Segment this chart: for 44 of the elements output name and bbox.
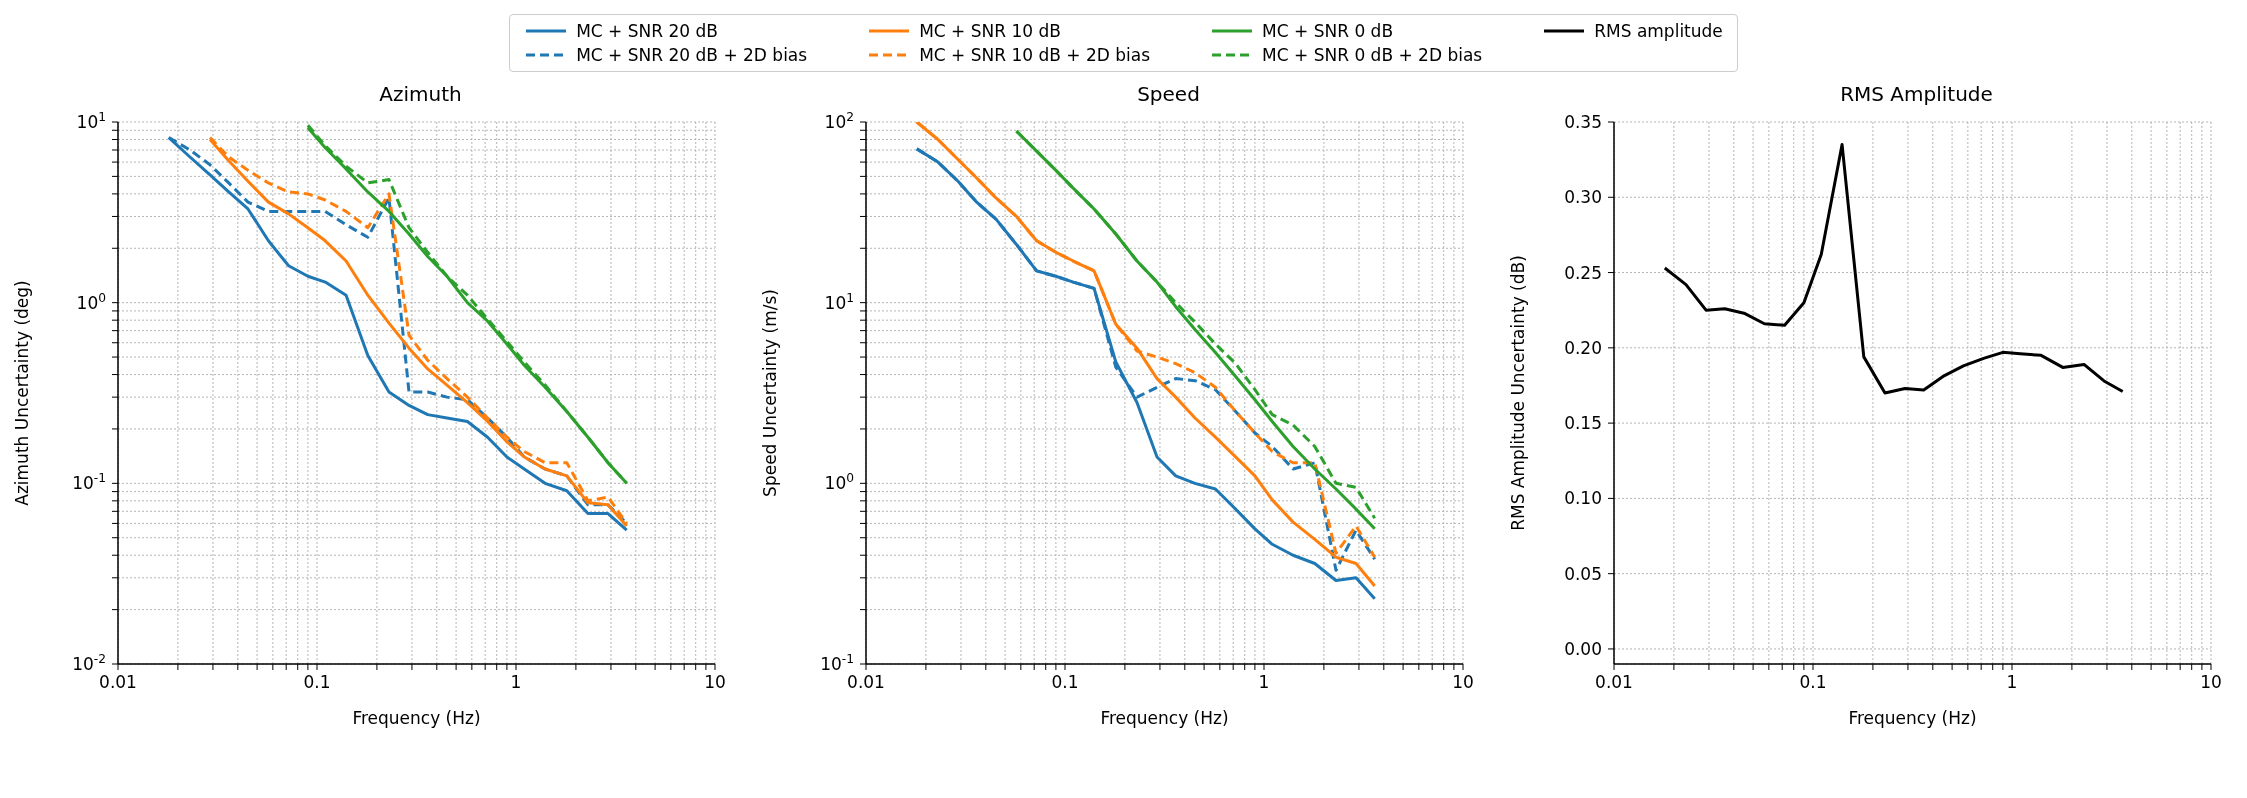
x-tick-label: 0.1 [303,672,331,692]
y-tick-label: 10$^{-2}$ [72,652,106,674]
x-tick-label: 1 [2006,672,2018,692]
chart-title: Azimuth [379,82,462,106]
x-tick-label: 1 [1258,672,1270,692]
y-tick-label: 10$^{1}$ [824,290,854,313]
legend-label: MC + SNR 20 dB + 2D bias [575,45,808,65]
x-tick-label: 10 [2200,672,2222,692]
legend-label: MC + SNR 0 dB + 2D bias [1261,45,1483,65]
x-tick-label: 0.01 [99,672,137,692]
x-tick-label: 0.01 [847,672,885,692]
x-axis-title: Frequency (Hz) [1100,708,1229,728]
y-tick-label: 10$^{-1}$ [72,471,106,494]
chart-title: RMS Amplitude [1840,82,1993,106]
legend-label: MC + SNR 10 dB + 2D bias [918,45,1151,65]
y-axis-title: Azimuth Uncertainty (deg) [12,280,33,506]
y-tick-label: 10$^{1}$ [76,110,106,132]
legend-label: MC + SNR 20 dB [575,21,719,41]
y-tick-label: 0.05 [1564,563,1602,584]
y-axis-title: RMS Amplitude Uncertainty (dB) [1508,255,1529,531]
y-tick-label: 0.35 [1564,112,1602,132]
y-tick-label: 0.25 [1564,262,1602,283]
legend-label: MC + SNR 10 dB [918,21,1062,41]
x-tick-label: 0.1 [1799,672,1827,692]
y-tick-label: 10$^{0}$ [824,471,854,494]
x-tick-label: 0.01 [1595,672,1633,692]
y-tick-label: 0.10 [1564,488,1602,509]
chart-title: Speed [1137,82,1200,106]
x-axis-title: Frequency (Hz) [1848,708,1977,728]
y-tick-label: 0.30 [1564,187,1602,208]
y-tick-label: 0.00 [1564,638,1602,659]
y-tick-label: 10$^{2}$ [824,110,854,132]
y-tick-label: 0.20 [1564,337,1602,358]
y-axis-title: Speed Uncertainty (m/s) [760,289,781,497]
y-tick-label: 10$^{-1}$ [820,652,854,674]
x-axis-title: Frequency (Hz) [352,708,481,728]
x-tick-label: 0.1 [1051,672,1079,692]
x-tick-label: 10 [1452,672,1474,692]
x-tick-label: 1 [510,672,522,692]
y-tick-label: 0.15 [1564,413,1602,434]
legend-label: MC + SNR 0 dB [1261,21,1395,41]
y-tick-label: 10$^{0}$ [76,290,106,313]
x-tick-label: 10 [704,672,726,692]
legend-label: RMS amplitude [1593,21,1723,41]
